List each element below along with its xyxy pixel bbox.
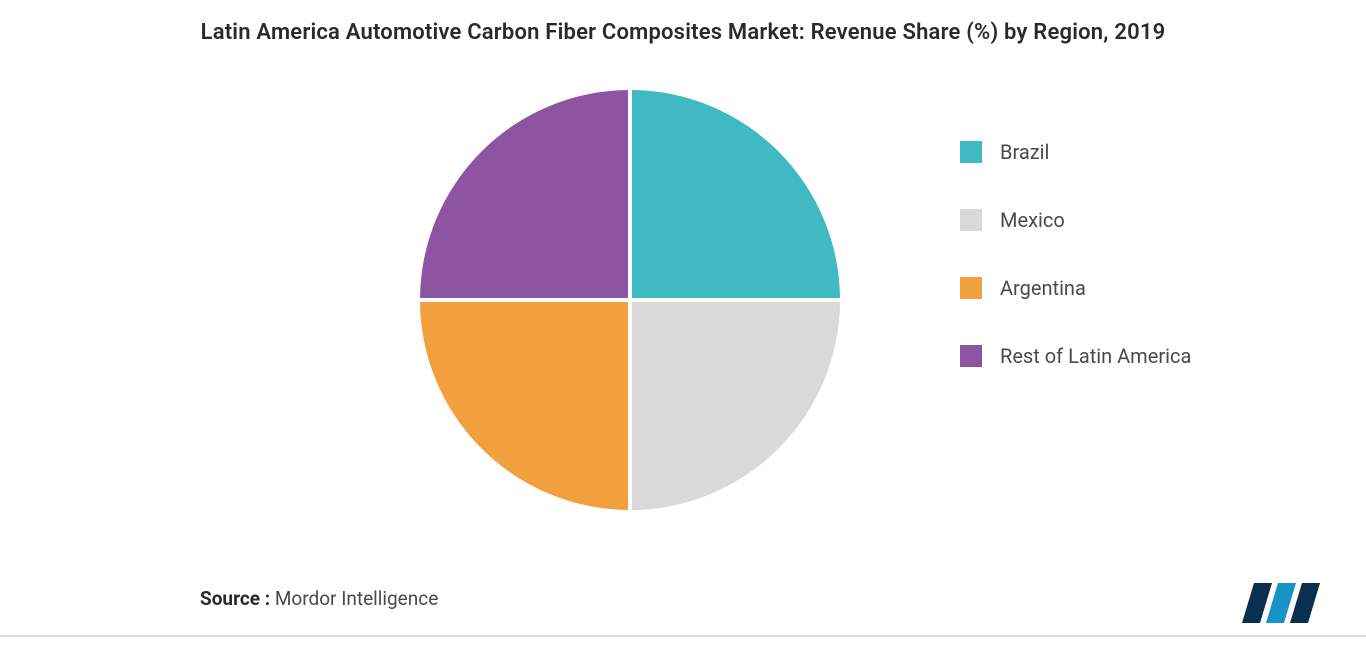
pie-divider: [630, 298, 840, 302]
legend-item: Mexico: [960, 208, 1191, 232]
brand-logo: [1240, 579, 1326, 627]
pie-divider: [420, 298, 630, 302]
pie-chart: [420, 90, 840, 510]
legend-label: Rest of Latin America: [1000, 344, 1191, 368]
pie-divider: [628, 90, 632, 300]
legend-item: Argentina: [960, 276, 1191, 300]
legend-swatch: [960, 277, 982, 299]
legend-label: Mexico: [1000, 208, 1065, 232]
chart-title: Latin America Automotive Carbon Fiber Co…: [0, 20, 1366, 45]
source-attribution: Source : Mordor Intelligence: [200, 587, 438, 610]
brand-logo-icon: [1240, 579, 1326, 627]
source-prefix: Source :: [200, 587, 270, 610]
legend-item: Brazil: [960, 140, 1191, 164]
legend-item: Rest of Latin America: [960, 344, 1191, 368]
logo-bar: [1242, 583, 1272, 623]
legend-swatch: [960, 209, 982, 231]
source-name: Mordor Intelligence: [275, 587, 438, 610]
legend-swatch: [960, 345, 982, 367]
legend-label: Brazil: [1000, 140, 1049, 164]
logo-bar: [1266, 583, 1296, 623]
legend: Brazil Mexico Argentina Rest of Latin Ameri…: [960, 140, 1191, 368]
legend-label: Argentina: [1000, 276, 1086, 300]
pie-divider: [628, 300, 632, 510]
legend-swatch: [960, 141, 982, 163]
logo-bar: [1290, 583, 1320, 623]
footer-rule: [0, 635, 1366, 637]
